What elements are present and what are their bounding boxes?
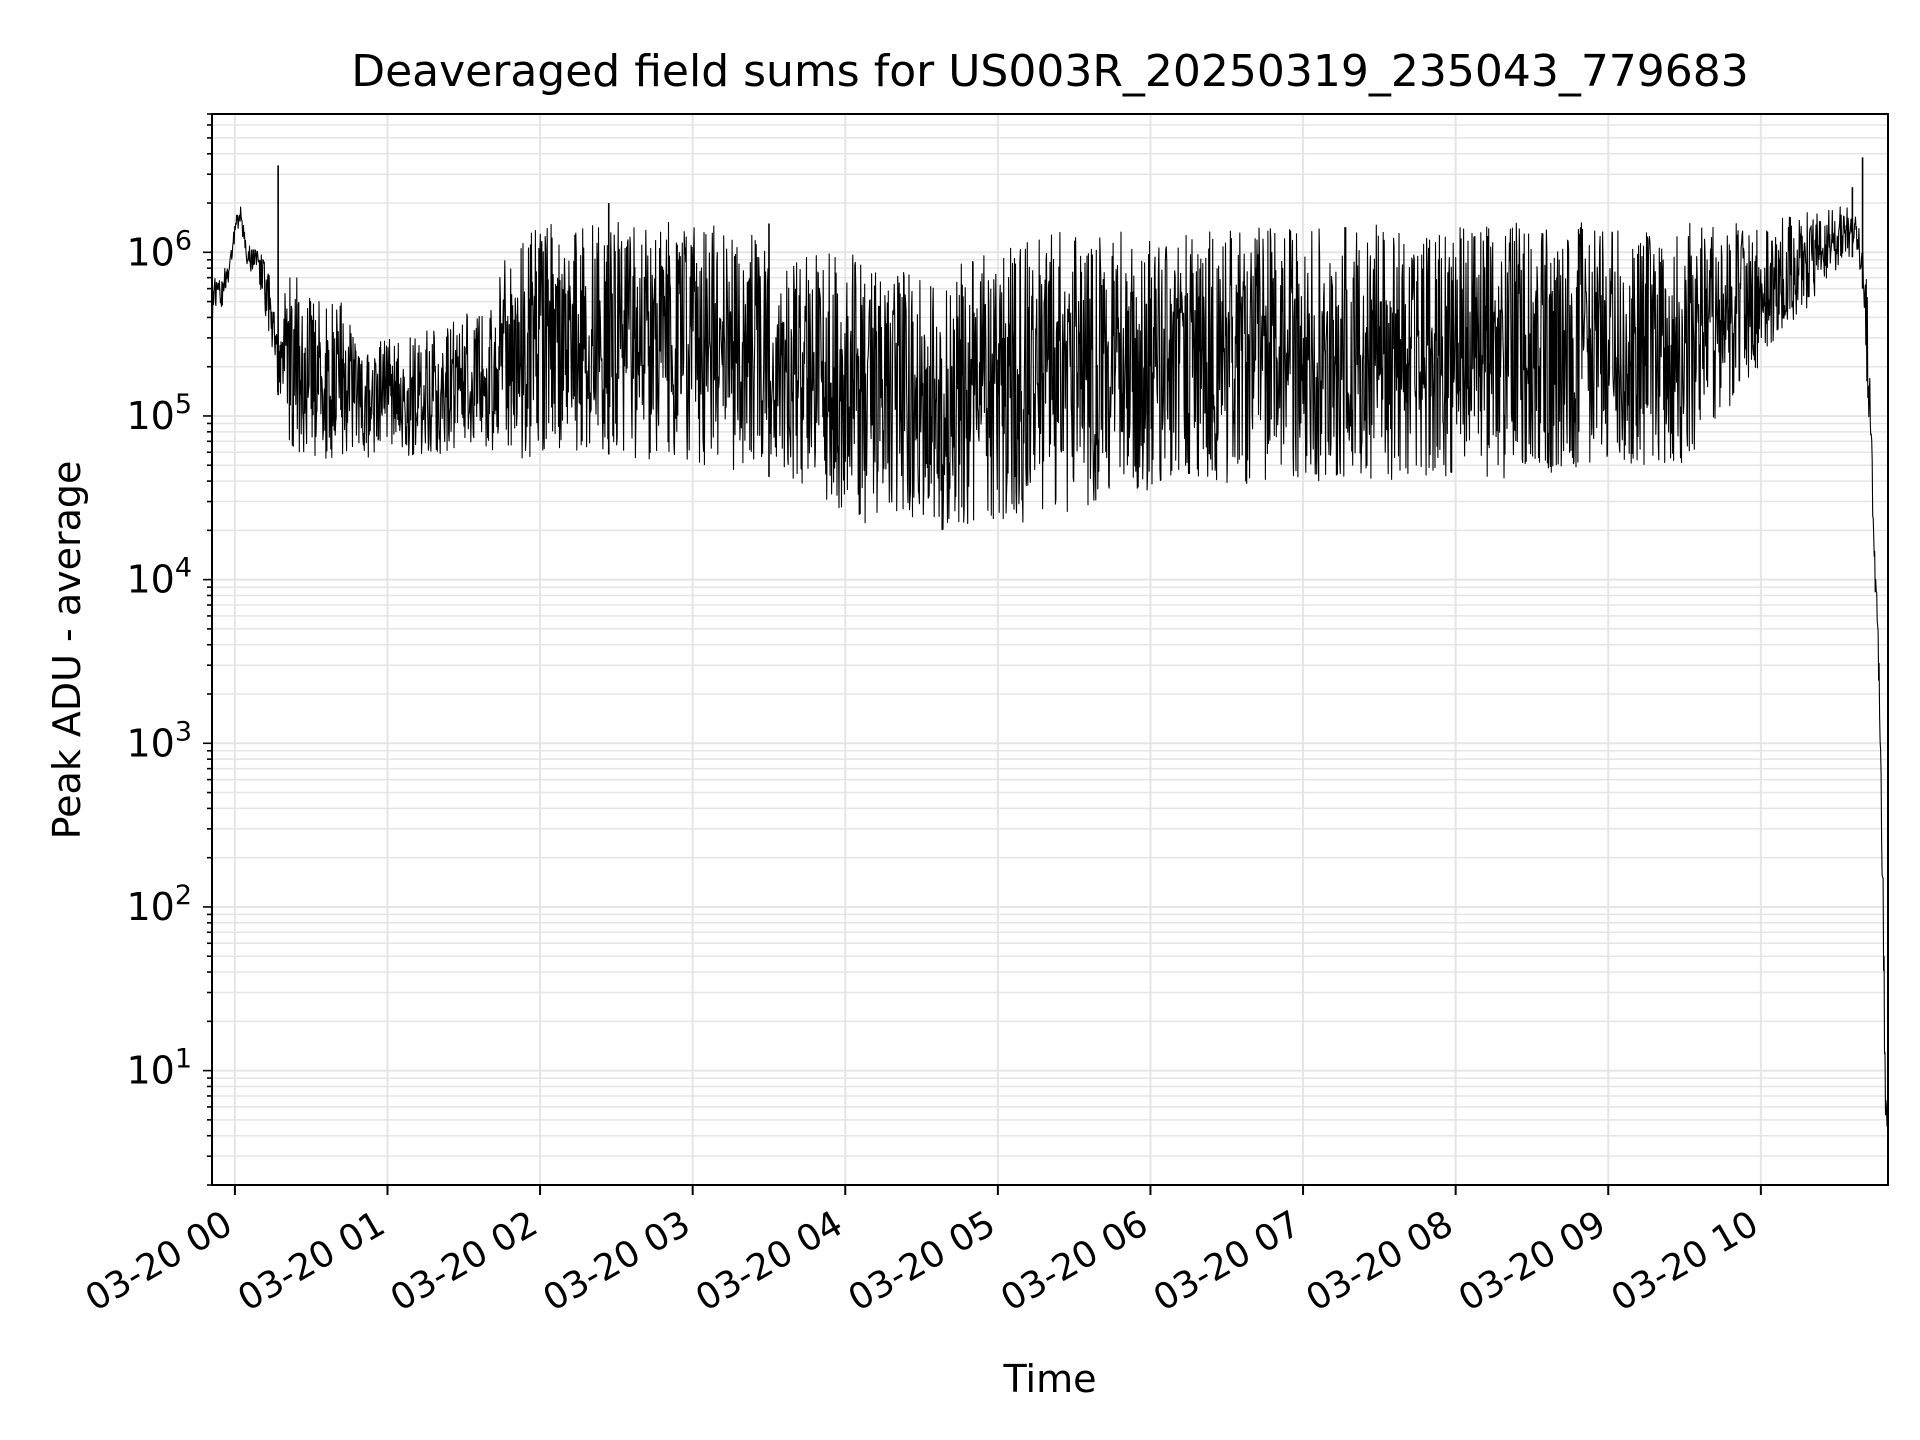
chart-title: Deaveraged field sums for US003R_2025031… [351, 46, 1749, 97]
y-tick-label: 105 [126, 389, 192, 438]
data-layer [211, 157, 1889, 1136]
y-axis-label: Peak ADU - average [45, 461, 89, 840]
y-tick-label: 106 [126, 225, 192, 274]
y-tick-label: 103 [126, 716, 192, 765]
series-line [211, 206, 1889, 1136]
y-tick-label: 102 [126, 880, 192, 929]
plot-frame [211, 113, 1889, 1186]
grid [212, 113, 1888, 1186]
y-tick-label: 104 [126, 553, 192, 602]
y-tick-label: 101 [126, 1044, 192, 1093]
x-axis-label: Time [1003, 1357, 1097, 1401]
